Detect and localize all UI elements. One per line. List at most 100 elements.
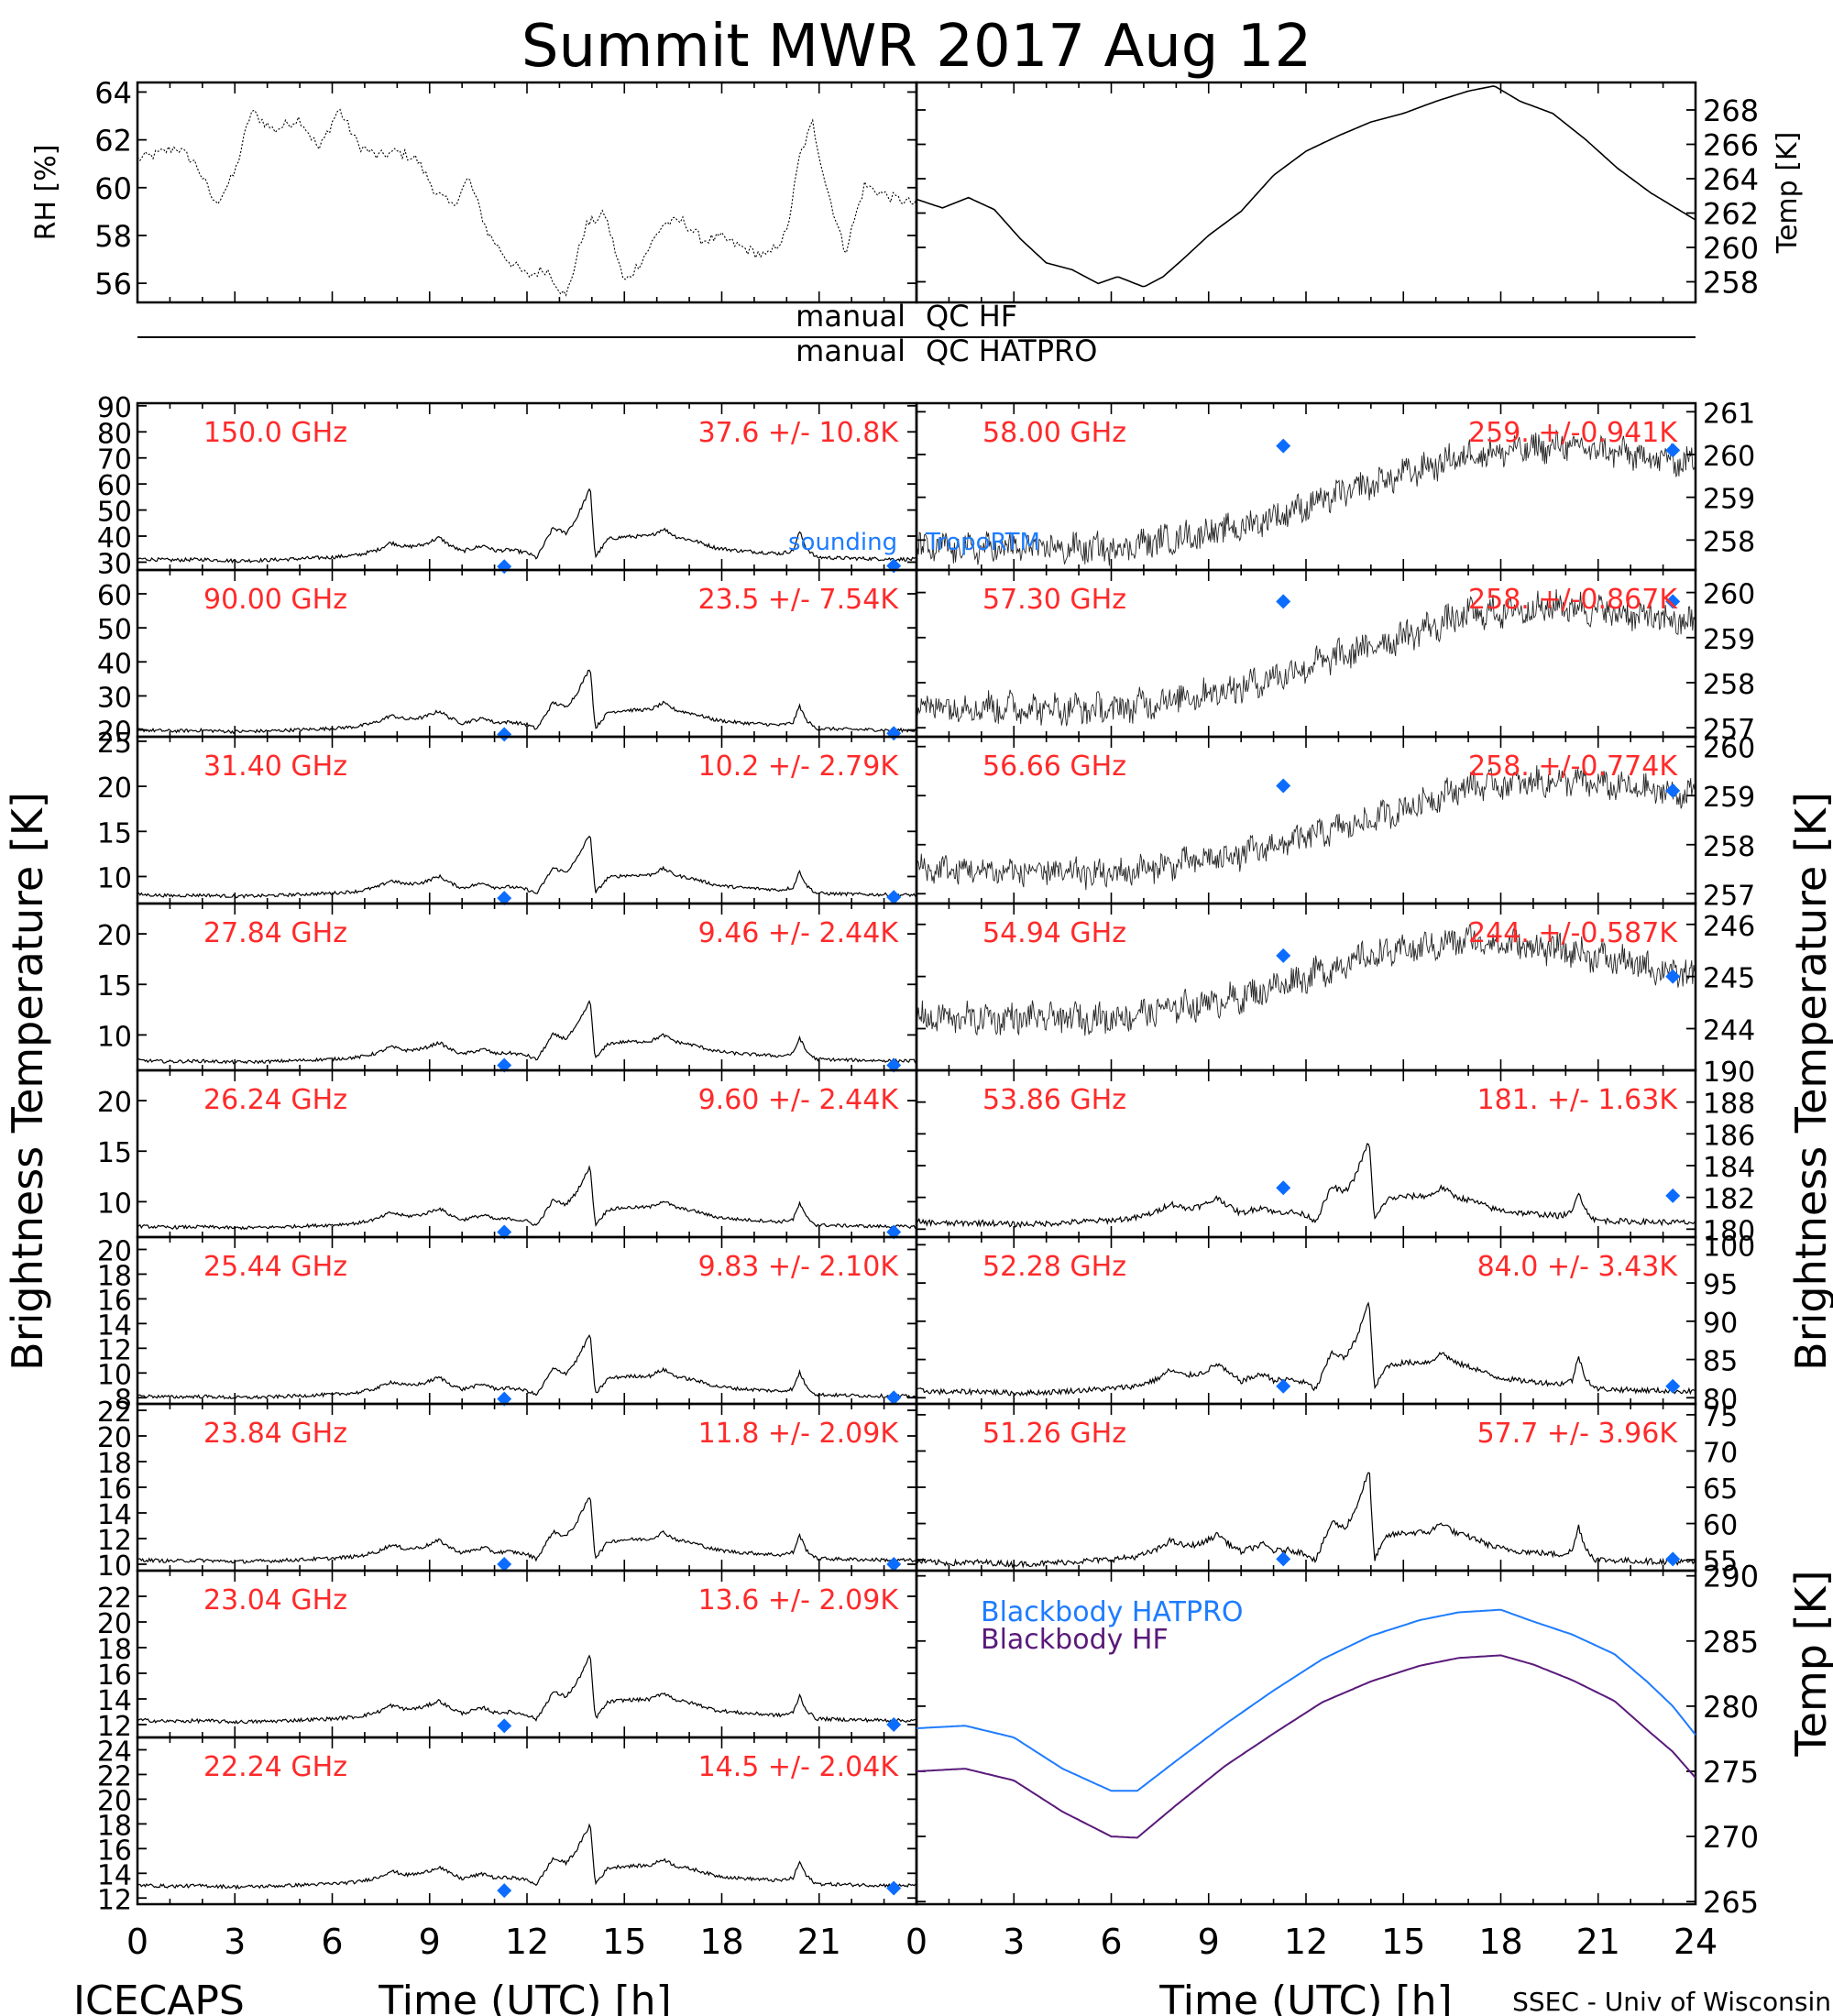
data-trace-f150 [137, 488, 916, 564]
y-tick-label-f2224: 16 [97, 1835, 132, 1867]
sounding-marker-f5494 [1276, 948, 1291, 963]
freq-label-f2304: 23.04 GHz [203, 1584, 347, 1616]
x-tick-label-right: 24 [1674, 1922, 1718, 1962]
bb-legend-hatpro: Blackbody HATPRO [981, 1596, 1244, 1628]
y-tick-label-temp: 262 [1703, 197, 1759, 232]
y-tick-label-f5386: 190 [1703, 1057, 1755, 1089]
y-tick-label-f5666: 260 [1703, 733, 1755, 765]
y-tick-label-temp: 258 [1703, 266, 1759, 301]
y-tick-label-rh: 60 [94, 171, 132, 206]
data-trace-f5386 [916, 1143, 1696, 1229]
rh-ylabel: RH [%] [30, 145, 62, 241]
sounding-marker-f5386 [1665, 1188, 1681, 1203]
sounding-marker-f5386 [1276, 1180, 1291, 1196]
y-tick-label-rh: 62 [94, 124, 132, 159]
y-tick-label-f5126: 75 [1703, 1401, 1738, 1433]
y-tick-label-f5386: 188 [1703, 1089, 1755, 1121]
x-tick-label-left: 12 [505, 1922, 549, 1962]
y-tick-label-f2384: 22 [97, 1397, 132, 1429]
sounding-marker-f2224 [886, 1880, 902, 1896]
freq-label-f2624: 26.24 GHz [203, 1084, 347, 1116]
y-tick-label-f5228: 85 [1703, 1346, 1738, 1378]
y-tick-label-f2304: 20 [97, 1608, 132, 1640]
sounding-marker-f5228 [1665, 1378, 1681, 1394]
y-tick-label-f150: 30 [97, 548, 132, 580]
y-tick-label-f2544: 8 [115, 1384, 132, 1416]
data-trace-f2304 [137, 1654, 917, 1725]
y-tick-label-f2304: 18 [97, 1634, 132, 1666]
y-tick-label-f2624: 20 [97, 1087, 132, 1119]
x-tick-label-left: 9 [419, 1922, 441, 1962]
sounding-marker-f5666 [1665, 783, 1681, 798]
x-axis-label-left: Time (UTC) [h] [378, 1978, 671, 2016]
data-trace-f5666 [916, 765, 1696, 891]
x-tick-label-right: 18 [1478, 1922, 1522, 1962]
stats-label-f5228: 84.0 +/- 3.43K [1477, 1251, 1679, 1283]
bottom-right-ylabel: Temp [K] [1786, 1570, 1833, 1757]
y-tick-label-f5666: 257 [1703, 880, 1755, 912]
data-trace-f5126 [916, 1472, 1696, 1569]
series-line-temp-0 [916, 85, 1696, 288]
data-trace-f2224 [137, 1823, 917, 1890]
x-tick-label-right: 0 [906, 1922, 927, 1962]
stats-label-f5386: 181. +/- 1.63K [1477, 1084, 1679, 1116]
sounding-marker-f5126 [1276, 1551, 1291, 1567]
x-tick-label-right: 9 [1198, 1922, 1220, 1962]
sounding-marker-f150 [497, 559, 512, 575]
y-tick-label-f3140: 25 [97, 728, 132, 760]
series-line-bb-1 [916, 1654, 1696, 1839]
panel-frame-rh [136, 81, 918, 304]
x-tick-label-right: 3 [1003, 1922, 1025, 1962]
y-tick-label-bb: 275 [1703, 1755, 1759, 1790]
y-tick-label-f5666: 258 [1703, 831, 1755, 863]
y-tick-label-f2224: 18 [97, 1810, 132, 1842]
y-tick-label-f2384: 12 [97, 1525, 132, 1557]
y-tick-label-f2224: 22 [97, 1760, 132, 1792]
y-tick-label-f2384: 14 [97, 1499, 132, 1531]
y-tick-label-f2304: 14 [97, 1685, 132, 1717]
x-tick-label-left: 3 [224, 1922, 246, 1962]
y-tick-label-f2784: 15 [97, 970, 132, 1003]
sounding-marker-f2544 [886, 1390, 902, 1406]
qc-right-hatpro-label: QC HATPRO [926, 334, 1097, 368]
x-axis-label-right: Time (UTC) [h] [1158, 1978, 1452, 2016]
y-tick-label-f5494: 246 [1703, 911, 1755, 943]
y-tick-label-f5228: 100 [1703, 1231, 1755, 1263]
sounding-marker-f5800 [1276, 438, 1291, 454]
y-tick-label-f5494: 244 [1703, 1015, 1755, 1047]
y-tick-label-f2224: 24 [97, 1736, 132, 1768]
y-tick-label-f5800: 261 [1703, 398, 1755, 430]
stats-label-f2224: 14.5 +/- 2.04K [698, 1751, 900, 1783]
freq-label-f2544: 25.44 GHz [203, 1251, 347, 1283]
y-tick-label-temp: 268 [1703, 93, 1759, 128]
y-tick-label-f5126: 55 [1703, 1546, 1738, 1578]
sounding-marker-f5800 [1665, 443, 1681, 458]
sounding-marker-f3140 [886, 890, 902, 905]
sounding-marker-f5228 [1276, 1378, 1291, 1394]
y-tick-label-f5494: 245 [1703, 963, 1755, 995]
freq-label-f150: 150.0 GHz [203, 417, 347, 449]
y-tick-label-f90: 30 [97, 682, 132, 714]
stats-label-f5666: 258. +/-0.774K [1468, 751, 1678, 783]
y-tick-label-f90: 20 [97, 717, 132, 749]
series-line-bb-0 [916, 1608, 1696, 1792]
y-tick-label-f5730: 257 [1703, 714, 1755, 746]
temp-ylabel: Temp [K] [1772, 132, 1804, 255]
y-tick-label-f2544: 16 [97, 1285, 132, 1317]
bb-legend-hf: Blackbody HF [981, 1624, 1169, 1656]
left-ylabel: Brightness Temperature [K] [3, 792, 52, 1371]
sounding-marker-f5666 [1276, 778, 1291, 794]
y-tick-label-f2624: 10 [97, 1188, 132, 1220]
labels-group: manual QC HF manual QC HATPRO sounding T… [3, 299, 1833, 2016]
sounding-marker-f2224 [497, 1883, 512, 1899]
data-trace-f5228 [916, 1301, 1696, 1397]
sounding-marker-f2304 [886, 1717, 902, 1732]
panel-frame-temp [915, 81, 1697, 304]
sounding-marker-f5126 [1665, 1551, 1681, 1567]
data-trace-f2544 [137, 1333, 917, 1400]
qc-left-hf-label: manual [796, 299, 906, 334]
y-tick-label-f5800: 260 [1703, 441, 1755, 473]
x-tick-label-right: 15 [1381, 1922, 1425, 1962]
sounding-marker-f2624 [886, 1224, 902, 1240]
y-tick-label-temp: 266 [1703, 128, 1759, 163]
